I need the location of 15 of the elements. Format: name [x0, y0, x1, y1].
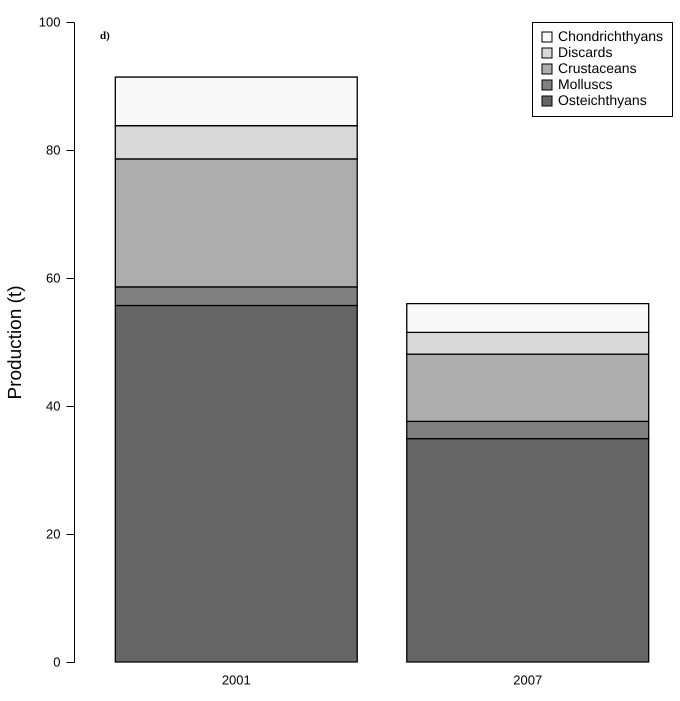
annotation: d)	[100, 30, 110, 42]
y-tick-label: 100	[38, 14, 60, 30]
x-tick-label: 2007	[513, 672, 542, 688]
y-tick-label: 40	[46, 398, 60, 414]
y-tick-label: 20	[46, 526, 60, 542]
x-tick-label: 2001	[222, 672, 251, 688]
y-tick-label: 60	[46, 270, 60, 286]
legend-label: Chondrichthyans	[558, 28, 664, 44]
legend-label: Osteichthyans	[558, 92, 647, 108]
y-tick-label: 80	[46, 142, 60, 158]
legend-label: Molluscs	[558, 76, 612, 92]
y-tick-label: 0	[53, 654, 60, 670]
legend-label: Crustaceans	[558, 60, 637, 76]
legend-label: Discards	[558, 44, 612, 60]
y-axis-title: Production (t)	[4, 285, 26, 400]
